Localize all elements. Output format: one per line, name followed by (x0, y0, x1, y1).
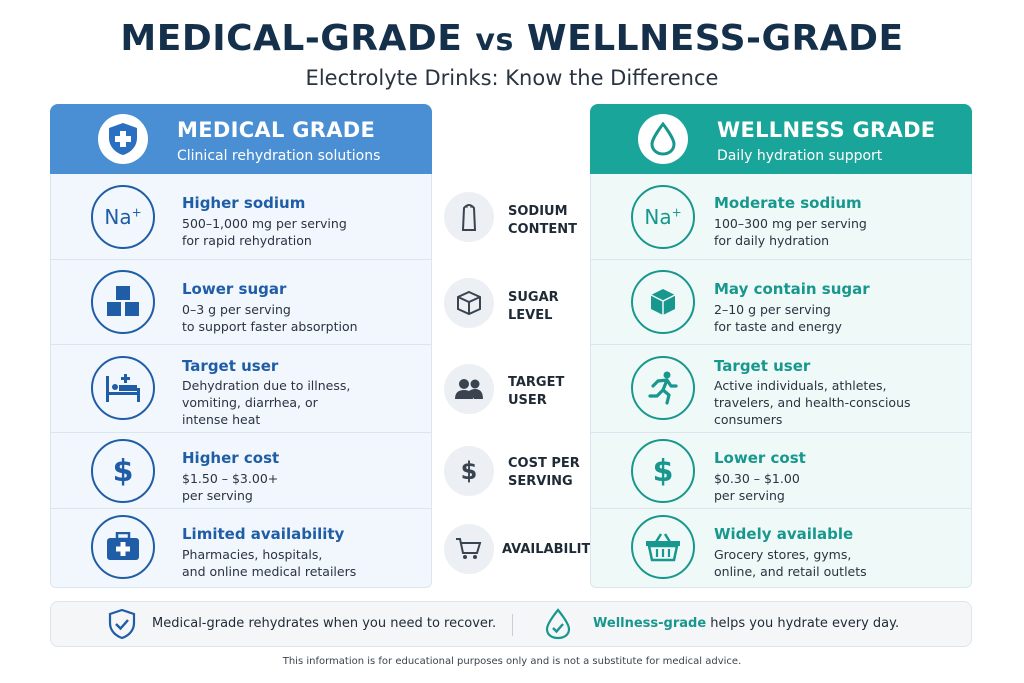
basket-icon (631, 515, 695, 579)
summary-bar: Medical-grade rehydrates when you need t… (50, 601, 972, 647)
wellness-subtitle: Daily hydration support (717, 148, 883, 164)
wellness-title: WELLNESS GRADE (717, 118, 936, 142)
wellness-header: WELLNESS GRADE Daily hydration support (590, 104, 972, 174)
category-label: TARGET USER (508, 375, 565, 408)
hospital-bed-icon (91, 356, 155, 420)
medical-row-cost: $ Higher cost $1.50 – $3.00+ per serving (51, 433, 431, 509)
water-drop-icon (638, 114, 688, 164)
page-subtitle: Electrolyte Drinks: Know the Difference (305, 66, 719, 90)
dollar-icon: $ (91, 439, 155, 503)
shield-check-icon (106, 608, 138, 640)
shield-cross-icon (98, 114, 148, 164)
row-desc: 100–300 mg per serving for daily hydrati… (714, 216, 867, 248)
category-sodium: SODIUM CONTENT (432, 174, 590, 260)
summary-wellness-text: helps you hydrate every day. (706, 616, 900, 631)
dollar-icon: $ (631, 439, 695, 503)
row-title: Widely available (714, 525, 854, 543)
row-title: Limited availability (182, 525, 345, 543)
medical-subtitle: Clinical rehydration solutions (177, 148, 381, 164)
row-desc: Active individuals, athletes, travelers,… (714, 378, 911, 427)
title-left: MEDICAL-GRADE (120, 18, 463, 59)
salt-shaker-icon (444, 192, 494, 242)
medical-panel: Na+ Higher sodium 500–1,000 mg per servi… (50, 174, 432, 588)
summary-wellness: Wellness-grade helps you hydrate every d… (593, 616, 899, 631)
medical-row-sodium: Na+ Higher sodium 500–1,000 mg per servi… (51, 174, 431, 260)
runner-icon (631, 356, 695, 420)
drop-check-icon (544, 608, 576, 640)
dollar-icon: $ (444, 446, 494, 496)
medical-title: MEDICAL GRADE (177, 118, 376, 142)
category-target-user: TARGET USER (432, 345, 590, 433)
sodium-na-icon: Na+ (91, 185, 155, 249)
sugar-cubes-icon (91, 270, 155, 334)
row-desc: Pharmacies, hospitals, and online medica… (182, 547, 357, 579)
disclaimer: This information is for educational purp… (282, 656, 742, 667)
row-desc: 0–3 g per serving to support faster abso… (182, 302, 358, 334)
category-sugar: SUGAR LEVEL (432, 260, 590, 345)
wellness-row-sodium: Na+ Moderate sodium 100–300 mg per servi… (591, 174, 971, 260)
summary-medical: Medical-grade rehydrates when you need t… (152, 616, 497, 631)
wellness-row-sugar: May contain sugar 2–10 g per serving for… (591, 260, 971, 345)
medical-row-target: Target user Dehydration due to illness, … (51, 345, 431, 433)
divider (512, 614, 513, 636)
row-title: May contain sugar (714, 280, 870, 298)
summary-wellness-highlight: Wellness-grade (593, 616, 707, 631)
category-label: SUGAR LEVEL (508, 290, 559, 323)
category-cost: $ COST PER SERVING (432, 433, 590, 509)
wellness-row-availability: Widely available Grocery stores, gyms, o… (591, 509, 971, 587)
category-label: AVAILABILITY (502, 542, 600, 557)
title-vs: vs (475, 23, 514, 58)
medical-kit-icon (91, 515, 155, 579)
users-icon (444, 364, 494, 414)
wellness-row-target: Target user Active individuals, athletes… (591, 345, 971, 433)
page-title: MEDICAL-GRADE vs WELLNESS-GRADE (0, 18, 1024, 59)
category-column: SODIUM CONTENT SUGAR LEVEL TARGET USER $… (432, 174, 600, 588)
row-desc: Grocery stores, gyms, online, and retail… (714, 547, 867, 579)
row-title: Target user (714, 357, 811, 375)
medical-header: MEDICAL GRADE Clinical rehydration solut… (50, 104, 432, 174)
sugar-cube-icon (631, 270, 695, 334)
sugar-cube-icon (444, 278, 494, 328)
title-right: WELLNESS-GRADE (526, 18, 904, 59)
row-title: Lower cost (714, 449, 806, 467)
row-title: Lower sugar (182, 280, 287, 298)
row-title: Higher cost (182, 449, 280, 467)
row-desc: 2–10 g per serving for taste and energy (714, 302, 842, 334)
row-title: Target user (182, 357, 279, 375)
medical-row-sugar: Lower sugar 0–3 g per serving to support… (51, 260, 431, 345)
category-availability: AVAILABILITY (432, 509, 600, 588)
row-desc: 500–1,000 mg per serving for rapid rehyd… (182, 216, 347, 248)
row-title: Higher sodium (182, 194, 306, 212)
row-desc: $1.50 – $3.00+ per serving (182, 471, 279, 503)
category-label: SODIUM CONTENT (508, 204, 577, 237)
wellness-panel: Na+ Moderate sodium 100–300 mg per servi… (590, 174, 972, 588)
row-title: Moderate sodium (714, 194, 862, 212)
row-desc: Dehydration due to illness, vomiting, di… (182, 378, 351, 427)
medical-row-availability: Limited availability Pharmacies, hospita… (51, 509, 431, 587)
sodium-na-icon: Na+ (631, 185, 695, 249)
cart-icon (444, 524, 494, 574)
wellness-row-cost: $ Lower cost $0.30 – $1.00 per serving (591, 433, 971, 509)
row-desc: $0.30 – $1.00 per serving (714, 471, 800, 503)
category-label: COST PER SERVING (508, 456, 580, 489)
